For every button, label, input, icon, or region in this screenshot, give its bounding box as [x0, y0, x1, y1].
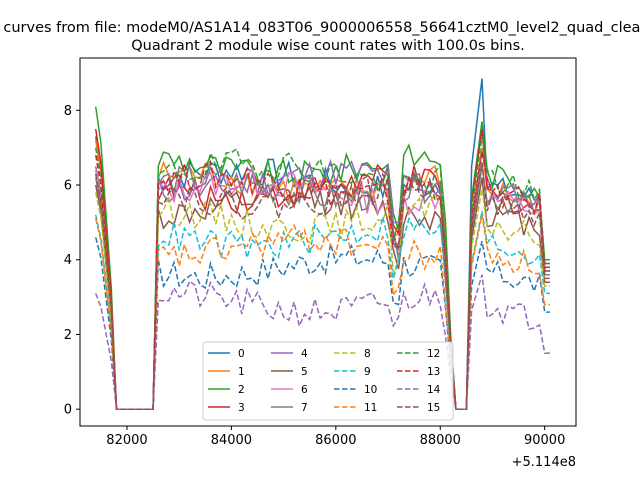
- x-tick-label: 88000: [420, 433, 461, 448]
- x-tick-label: 90000: [524, 433, 565, 448]
- x-axis: 82000 84000 86000 88000 90000: [106, 426, 565, 448]
- legend-label-14: 14: [427, 384, 441, 396]
- legend-label-5: 5: [301, 366, 308, 378]
- legend-label-8: 8: [364, 348, 371, 360]
- y-axis: 0 2 4 6 8: [64, 104, 80, 418]
- series-line-8: [94, 188, 550, 410]
- x-tick-label: 84000: [211, 433, 252, 448]
- axes-frame: [79, 57, 577, 427]
- chart-title: Quadrant 2 module wise count rates with …: [131, 38, 525, 54]
- x-tick-label: 82000: [106, 433, 147, 448]
- legend-label-0: 0: [238, 348, 245, 360]
- series-line-9: [94, 211, 550, 410]
- y-tick-label: 6: [64, 179, 72, 194]
- legend-label-4: 4: [301, 348, 308, 360]
- series-line-12: [94, 136, 550, 410]
- series-line-13: [94, 151, 550, 410]
- y-tick-label: 4: [64, 253, 72, 268]
- series-line-2: [94, 106, 550, 410]
- legend-label-12: 12: [427, 348, 440, 360]
- series-line-5: [94, 177, 550, 410]
- legend-label-6: 6: [301, 384, 308, 396]
- legend-label-7: 7: [301, 402, 308, 414]
- series-lines: [94, 78, 550, 410]
- x-offset-label: +5.114e8: [512, 455, 576, 470]
- series-line-14: [95, 274, 550, 410]
- legend-label-2: 2: [238, 384, 245, 396]
- series-line-10: [94, 237, 550, 410]
- legend-box: [202, 341, 454, 421]
- legend-label-9: 9: [364, 366, 371, 378]
- legend-label-15: 15: [427, 402, 440, 414]
- figure-suptitle: Light curves from file: modeM0/AS1A14_08…: [0, 20, 640, 36]
- legend-label-10: 10: [364, 384, 377, 396]
- legend-label-11: 11: [364, 402, 377, 414]
- x-tick-label: 86000: [315, 433, 356, 448]
- y-tick-label: 0: [64, 403, 72, 418]
- y-tick-label: 2: [64, 328, 72, 343]
- y-tick-label: 8: [64, 104, 72, 119]
- legend-label-13: 13: [427, 366, 440, 378]
- legend-label-3: 3: [238, 402, 245, 414]
- legend-label-1: 1: [238, 366, 245, 378]
- series-line-11: [94, 214, 550, 410]
